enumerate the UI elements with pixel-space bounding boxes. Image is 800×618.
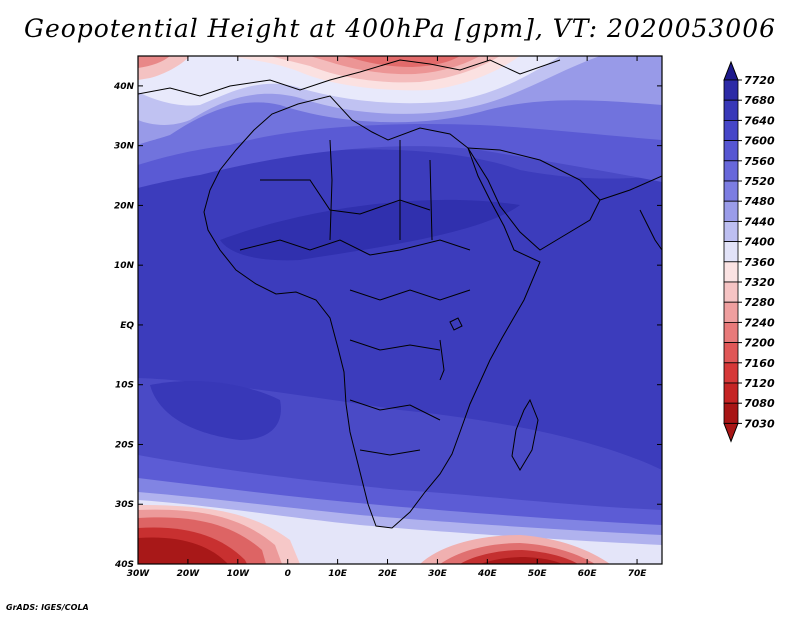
colorbar-label: 7520 <box>744 175 775 188</box>
colorbar-arrow-top <box>723 60 739 81</box>
colorbar-swatch <box>723 382 739 404</box>
x-axis: 30W 20W 10W 0 10E 20E 30E 40E 50E 60E 70E <box>127 56 647 579</box>
x-tick-label: 70E <box>628 569 648 579</box>
x-tick-label: 30W <box>127 569 151 579</box>
x-tick-label: 20W <box>177 569 201 579</box>
colorbar-label: 7030 <box>744 417 775 430</box>
colorbar-swatch <box>723 261 739 283</box>
colorbar-swatch <box>723 281 739 303</box>
border-6 <box>359 449 421 456</box>
y-tick-label: 10S <box>115 381 134 391</box>
colorbar-label: 7320 <box>744 276 775 289</box>
border-7 <box>329 139 333 241</box>
africa-coastline <box>203 95 541 529</box>
colorbar-label: 7480 <box>744 195 775 208</box>
colorbar-swatch <box>723 79 739 101</box>
border-3 <box>349 289 471 301</box>
colorbar-swatch <box>723 402 739 424</box>
colorbar-label: 7640 <box>744 114 775 127</box>
y-tick-label: 20S <box>115 440 134 450</box>
x-tick-label: 50E <box>528 569 548 579</box>
y-tick-label: 40S <box>114 560 134 570</box>
colorbar-label: 7080 <box>744 397 775 410</box>
x-tick-label: 60E <box>578 569 598 579</box>
colorbar-swatch <box>723 140 739 162</box>
x-tick-label: 30E <box>428 569 448 579</box>
colorbar-label: 7120 <box>744 377 775 390</box>
madagascar <box>511 398 539 471</box>
x-tick-label: 40E <box>477 569 498 579</box>
coastlines <box>138 59 662 529</box>
y-tick-label: 30S <box>115 500 134 510</box>
colorbar-swatch <box>723 180 739 202</box>
colorbar-label: 7720 <box>744 74 775 87</box>
colorbar-arrow-bottom <box>723 422 739 443</box>
asia-coast <box>599 175 662 201</box>
colorbar-swatch <box>723 160 739 182</box>
colorbar-swatch <box>723 200 739 222</box>
x-tick-label: 10W <box>227 569 251 579</box>
map-frame <box>137 55 663 565</box>
colorbar-label: 7240 <box>744 316 775 329</box>
x-tick-label: 0 <box>285 569 291 579</box>
height-field <box>138 56 662 564</box>
chart-title: Geopotential Height at 400hPa [gpm], VT:… <box>23 14 777 43</box>
colorbar-swatch <box>723 241 739 263</box>
colorbar-swatch <box>723 99 739 121</box>
y-axis: 40N 30N 20N 10N EQ 10S 20S 30S 40S <box>113 82 662 570</box>
credit-label: GrADS: IGES/COLA <box>6 603 89 612</box>
india <box>639 209 662 251</box>
colorbar-label: 7600 <box>744 135 775 148</box>
x-tick-label: 10E <box>328 569 348 579</box>
colorbar-swatch <box>723 120 739 142</box>
colorbar-label: 7400 <box>744 236 775 249</box>
border-4 <box>349 339 441 351</box>
y-tick-label: 20N <box>114 201 135 211</box>
arabia <box>467 147 601 251</box>
colorbar-label: 7280 <box>744 296 775 309</box>
y-tick-label: EQ <box>120 321 134 331</box>
colorbar-label: 7200 <box>744 337 775 350</box>
colorbar-label: 7680 <box>744 94 775 107</box>
colorbar-label: 7160 <box>744 357 775 370</box>
colorbar-swatch <box>723 220 739 242</box>
x-tick-label: 20E <box>378 569 398 579</box>
colorbar-swatch <box>723 321 739 343</box>
y-tick-label: 30N <box>114 142 135 152</box>
y-tick-label: 10N <box>114 261 135 271</box>
border-9 <box>429 159 433 241</box>
lake-victoria <box>449 317 463 331</box>
colorbar-label: 7560 <box>744 155 775 168</box>
colorbar-swatch <box>723 362 739 384</box>
colorbar: 7720 7680 7640 7600 7560 7520 7480 7440 7400 7360… <box>723 60 775 443</box>
europe-coast <box>138 59 561 97</box>
border-5 <box>349 399 441 421</box>
border-2 <box>239 239 471 256</box>
y-tick-label: 40N <box>113 82 135 92</box>
lake-tanganyika <box>439 339 445 381</box>
colorbar-label: 7360 <box>744 256 775 269</box>
colorbar-swatch <box>723 301 739 323</box>
colorbar-label: 7440 <box>744 215 775 228</box>
colorbar-swatch <box>723 342 739 364</box>
border-1 <box>260 179 431 215</box>
